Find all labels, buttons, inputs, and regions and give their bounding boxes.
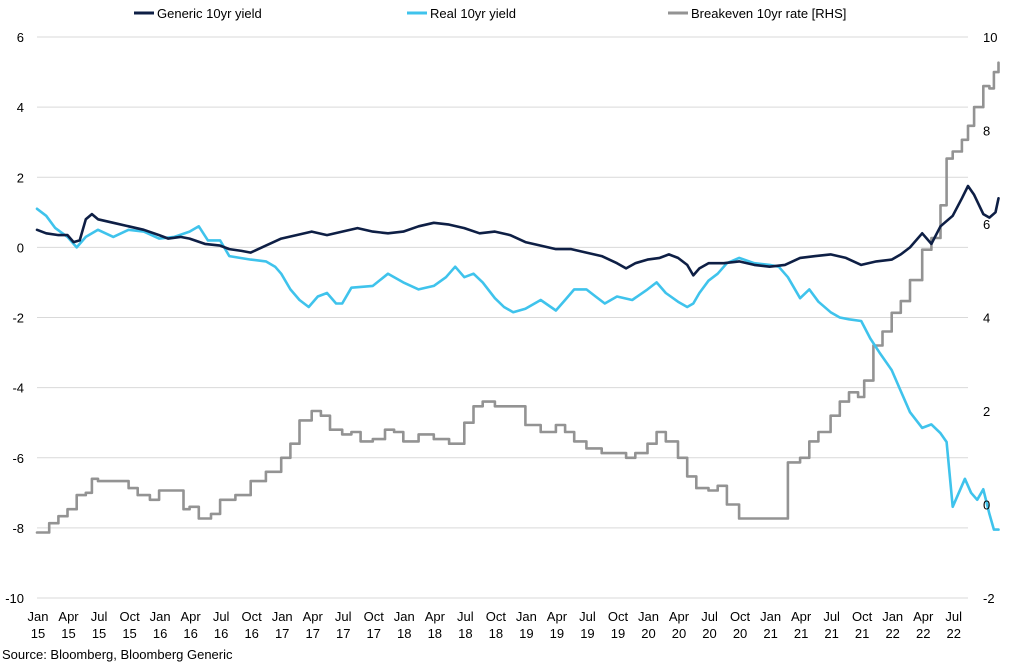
x-tick-month: Apr — [303, 609, 324, 624]
legend-label: Generic 10yr yield — [157, 6, 262, 21]
series-lines — [35, 61, 1000, 534]
x-tick-year: 17 — [275, 626, 289, 641]
x-tick-year: 15 — [122, 626, 136, 641]
left-y-tick-label: 2 — [17, 170, 24, 185]
x-tick-month: Oct — [852, 609, 873, 624]
x-tick-month: Apr — [547, 609, 568, 624]
x-tick-year: 20 — [702, 626, 716, 641]
left-y-tick-label: 4 — [17, 100, 24, 115]
x-tick-year: 21 — [855, 626, 869, 641]
x-tick-month: Oct — [119, 609, 140, 624]
x-tick-month: Jul — [91, 609, 108, 624]
x-tick-month: Jan — [516, 609, 537, 624]
x-tick-month: Jan — [150, 609, 171, 624]
x-tick-month: Oct — [486, 609, 507, 624]
series-line-2 — [35, 61, 1000, 534]
legend-label: Real 10yr yield — [430, 6, 516, 21]
legend: Generic 10yr yield Real 10yr yield Breakev… — [134, 6, 846, 21]
x-tick-month: Jan — [882, 609, 903, 624]
right-y-tick-label: -2 — [983, 591, 995, 606]
x-tick-year: 21 — [824, 626, 838, 641]
x-tick-month: Jul — [335, 609, 352, 624]
x-tick-year: 19 — [519, 626, 533, 641]
x-tick-month: Jan — [28, 609, 49, 624]
left-y-tick-label: -8 — [12, 521, 24, 536]
x-tick-year: 18 — [397, 626, 411, 641]
x-tick-month: Oct — [364, 609, 385, 624]
source-note: Source: Bloomberg, Bloomberg Generic — [2, 647, 233, 662]
x-tick-month: Apr — [58, 609, 79, 624]
right-y-axis-ticks: 10 8 6 4 2 0 -2 — [983, 30, 997, 606]
x-tick-year: 17 — [336, 626, 350, 641]
x-tick-month: Oct — [730, 609, 751, 624]
x-tick-year: 19 — [550, 626, 564, 641]
x-axis-ticks: Jan 15 Apr 15 Jul 15 Oct 15 Jan 16 Apr 16 Jul 16 Oct 16… — [28, 609, 963, 641]
x-tick-year: 20 — [641, 626, 655, 641]
right-y-tick-label: 0 — [983, 498, 990, 513]
left-y-tick-label: -6 — [12, 451, 24, 466]
x-tick-month: Jan — [394, 609, 415, 624]
left-y-tick-label: -2 — [12, 311, 24, 326]
x-tick-month: Apr — [791, 609, 812, 624]
x-tick-month: Jul — [945, 609, 962, 624]
x-tick-year: 21 — [763, 626, 777, 641]
left-y-tick-label: -4 — [12, 381, 24, 396]
gridlines — [37, 36, 968, 599]
x-tick-year: 18 — [458, 626, 472, 641]
x-tick-year: 16 — [183, 626, 197, 641]
x-tick-year: 15 — [61, 626, 75, 641]
x-tick-year: 21 — [794, 626, 808, 641]
x-tick-month: Oct — [608, 609, 629, 624]
x-tick-year: 22 — [916, 626, 930, 641]
right-y-tick-label: 4 — [983, 311, 990, 326]
x-tick-month: Apr — [425, 609, 446, 624]
x-tick-year: 19 — [580, 626, 594, 641]
right-y-tick-label: 8 — [983, 124, 990, 139]
x-tick-month: Apr — [913, 609, 934, 624]
left-y-tick-label: -10 — [5, 591, 24, 606]
x-tick-month: Jul — [701, 609, 718, 624]
x-tick-month: Jul — [579, 609, 596, 624]
x-tick-month: Apr — [181, 609, 202, 624]
x-tick-year: 16 — [214, 626, 228, 641]
x-tick-year: 22 — [885, 626, 899, 641]
right-y-tick-label: 2 — [983, 404, 990, 419]
x-tick-year: 20 — [733, 626, 747, 641]
x-tick-month: Jan — [638, 609, 659, 624]
x-tick-year: 18 — [428, 626, 442, 641]
x-tick-year: 15 — [92, 626, 106, 641]
left-y-axis-ticks: 6 4 2 0 -2 -4 -6 -8 -10 — [5, 30, 24, 606]
left-y-tick-label: 0 — [17, 240, 24, 255]
x-tick-year: 17 — [367, 626, 381, 641]
x-tick-year: 19 — [611, 626, 625, 641]
x-tick-year: 16 — [153, 626, 167, 641]
x-tick-year: 17 — [305, 626, 319, 641]
x-tick-month: Apr — [669, 609, 690, 624]
x-tick-year: 16 — [244, 626, 258, 641]
x-tick-month: Jan — [272, 609, 293, 624]
right-y-tick-label: 10 — [983, 30, 997, 45]
series-line-0 — [35, 184, 1000, 277]
x-tick-month: Jan — [760, 609, 781, 624]
left-y-tick-label: 6 — [17, 30, 24, 45]
series-line-1 — [35, 207, 1000, 531]
x-tick-month: Jul — [823, 609, 840, 624]
x-tick-year: 20 — [672, 626, 686, 641]
x-tick-year: 15 — [31, 626, 45, 641]
legend-label: Breakeven 10yr rate [RHS] — [691, 6, 846, 21]
right-y-tick-label: 6 — [983, 217, 990, 232]
x-tick-month: Jul — [457, 609, 474, 624]
x-tick-month: Jul — [213, 609, 230, 624]
x-tick-year: 22 — [947, 626, 961, 641]
x-tick-year: 18 — [489, 626, 503, 641]
x-tick-month: Oct — [242, 609, 263, 624]
